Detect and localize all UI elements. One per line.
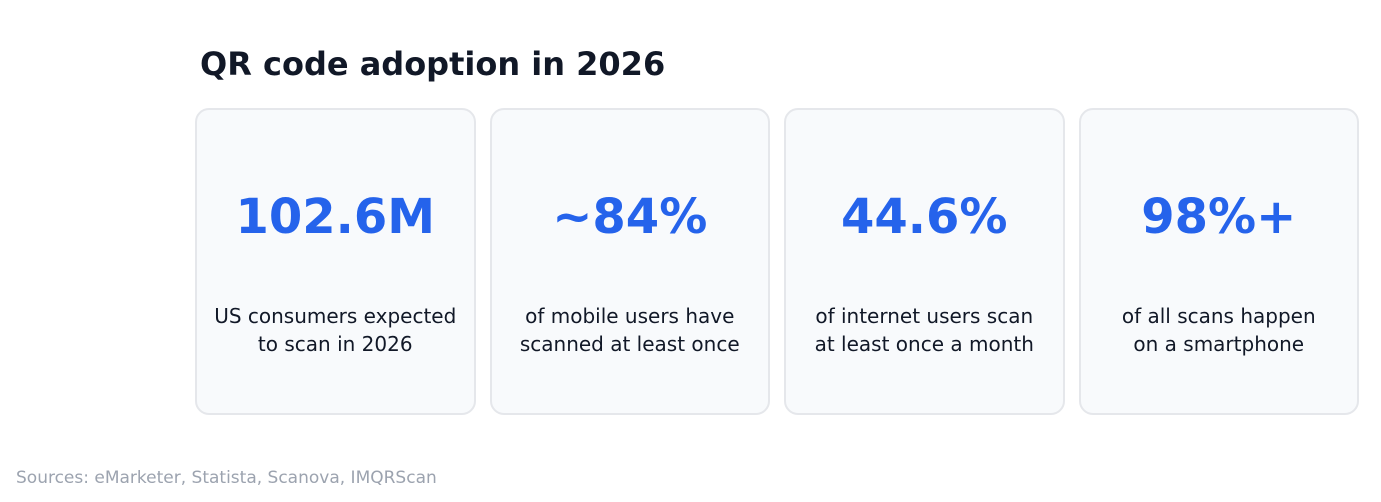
stat-value: 44.6%	[840, 189, 1008, 245]
stat-label-line: US consumers expected	[214, 304, 457, 328]
stat-label-line: of internet users scan	[815, 304, 1034, 328]
stat-label: of all scans happen on a smartphone	[1087, 302, 1352, 358]
stat-card-us-consumers: 102.6M US consumers expected to scan in …	[195, 108, 476, 415]
stat-label-line: at least once a month	[814, 332, 1034, 356]
stat-label-line: of all scans happen	[1121, 304, 1316, 328]
stat-label: of mobile users have scanned at least on…	[498, 302, 763, 358]
stat-value: ~84%	[552, 189, 708, 245]
stat-value: 98%+	[1141, 189, 1297, 245]
stat-cards: 102.6M US consumers expected to scan in …	[195, 108, 1359, 415]
stat-label: of internet users scan at least once a m…	[792, 302, 1057, 358]
stat-card-smartphone-scans: 98%+ of all scans happen on a smartphone	[1078, 108, 1359, 415]
stat-card-mobile-users: ~84% of mobile users have scanned at lea…	[489, 108, 770, 415]
stat-label-line: scanned at least once	[519, 332, 740, 356]
stat-value: 102.6M	[235, 189, 436, 245]
stat-card-internet-users: 44.6% of internet users scan at least on…	[784, 108, 1065, 415]
stat-label-line: to scan in 2026	[257, 332, 413, 356]
stat-label-line: of mobile users have	[525, 304, 735, 328]
stat-label-line: on a smartphone	[1133, 332, 1305, 356]
chart-title: QR code adoption in 2026	[200, 45, 666, 83]
sources-note: Sources: eMarketer, Statista, Scanova, I…	[16, 468, 437, 488]
stat-label: US consumers expected to scan in 2026	[203, 302, 468, 358]
